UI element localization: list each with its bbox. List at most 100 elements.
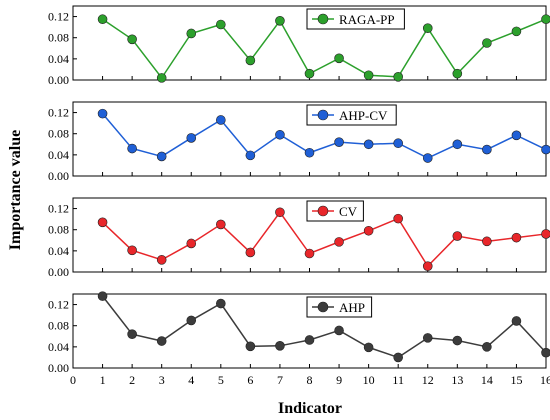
data-point [97, 291, 108, 301]
legend-cv: CV [306, 200, 364, 222]
data-point [452, 335, 463, 346]
data-point [363, 139, 374, 150]
legend-raga-pp: RAGA-PP [306, 8, 405, 30]
legend-box [306, 8, 405, 30]
data-point [304, 335, 315, 345]
data-point [452, 68, 463, 79]
x-tick-label: 7 [277, 373, 283, 387]
x-tick-label: 6 [247, 373, 253, 387]
data-point [245, 150, 256, 161]
data-point [304, 248, 315, 259]
legend-ahp: AHP [306, 296, 373, 318]
y-tick-label: 0.08 [48, 31, 69, 45]
data-point [127, 34, 137, 45]
data-point [186, 133, 197, 143]
data-point [275, 129, 285, 140]
x-tick-label: 9 [336, 373, 342, 387]
data-point [216, 298, 226, 309]
x-tick-label: 5 [218, 373, 224, 387]
data-point [363, 225, 374, 236]
data-point [452, 139, 463, 150]
panel-raga-pp: 0.00 0.04 0.08 0.12 RAGA-PP [48, 5, 550, 87]
x-tick-label: 8 [307, 373, 313, 387]
data-point [541, 347, 550, 358]
panels: 0.00 0.04 0.08 0.12 RAGA-PP 0.00 0.04 0.08 0.12 A… [48, 5, 550, 387]
x-tick-label: 13 [451, 373, 463, 387]
x-tick-label: 15 [510, 373, 522, 387]
x-tick-label: 4 [188, 373, 194, 387]
x-tick-label: 3 [159, 373, 165, 387]
data-point [304, 68, 315, 79]
data-point [363, 342, 374, 353]
data-point [334, 137, 344, 147]
data-point [452, 231, 463, 241]
y-tick-label: 0.00 [48, 73, 69, 87]
data-point [541, 144, 550, 155]
legend-box [306, 104, 397, 126]
x-tick-label: 2 [129, 373, 135, 387]
series-line-cv [102, 210, 547, 268]
legend-ahp-cv: AHP-CV [306, 104, 397, 126]
panel-ahp: 0.000.040.080.120 1 2 3 4 5 6 7 8 9 10 11 12 13 14 15 16… [48, 291, 550, 387]
data-point [541, 14, 550, 25]
x-tick-label: 12 [422, 373, 434, 387]
data-point [363, 70, 374, 81]
y-tick-label: 0.04 [48, 52, 69, 66]
data-point [482, 144, 492, 155]
data-point [482, 342, 492, 352]
y-tick-label: 0.12 [48, 10, 69, 24]
y-tick-label: 0.04 [48, 340, 69, 354]
y-tick-label: 0.04 [48, 148, 69, 162]
legend-marker [317, 205, 329, 217]
y-axis-title: Importance value [7, 130, 24, 250]
y-tick-label: 0.08 [48, 223, 69, 237]
legend-label: AHP-CV [339, 108, 388, 123]
series-line-ahp [101, 295, 547, 359]
data-point [334, 325, 344, 336]
data-point [541, 229, 550, 239]
data-point [334, 237, 344, 247]
data-point [482, 38, 492, 48]
data-point [482, 236, 492, 247]
panel-ahp-cv: 0.00 0.04 0.08 0.12 AHP-CV [48, 101, 550, 183]
y-tick-label: 0.08 [48, 319, 69, 333]
data-point [245, 55, 256, 66]
data-point [216, 19, 226, 30]
data-point [393, 213, 403, 224]
legend-label: RAGA-PP [339, 12, 395, 27]
data-point [511, 26, 522, 37]
x-axis-title: Indicator [278, 400, 342, 417]
data-point [245, 247, 256, 258]
data-point [334, 53, 344, 64]
data-point [304, 147, 315, 158]
data-point [216, 115, 226, 125]
series-line-ahp-cv [101, 113, 547, 159]
data-point [422, 261, 433, 271]
data-point [156, 151, 167, 162]
data-point [245, 341, 256, 352]
y-tick-label: 0.00 [48, 361, 69, 375]
data-point [511, 316, 522, 326]
data-point [156, 255, 167, 265]
data-point [127, 329, 137, 339]
data-point [127, 245, 137, 256]
data-point [186, 238, 197, 249]
x-tick-label: 0 [70, 373, 76, 387]
data-point [393, 352, 403, 363]
x-tick-label: 14 [481, 373, 493, 387]
x-tick-label: 1 [100, 373, 106, 387]
data-point [511, 130, 522, 141]
y-tick-label: 0.00 [48, 265, 69, 279]
data-point [127, 143, 137, 154]
series-line-raga-pp [102, 18, 547, 80]
data-point [275, 207, 285, 218]
data-point [511, 232, 522, 243]
legend-label: AHP [339, 300, 365, 315]
data-point [156, 336, 167, 346]
y-tick-label: 0.12 [48, 202, 69, 216]
legend-marker [317, 13, 329, 25]
y-tick-label: 0.04 [48, 244, 69, 258]
x-tick-label: 11 [392, 373, 404, 387]
x-tick-label: 10 [363, 373, 375, 387]
legend-box [306, 200, 364, 222]
